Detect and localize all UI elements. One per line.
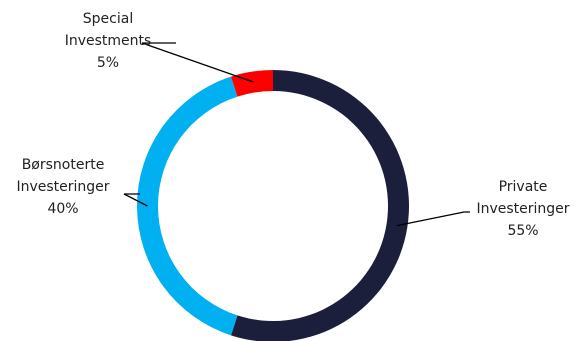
- label-borsnoterte-investeringer: Børsnoterte Investeringer 40%: [8, 154, 118, 220]
- slice-special: [230, 70, 273, 97]
- label-private-investeringer: Private Investeringer 55%: [468, 176, 578, 242]
- leader-line-listed: [123, 193, 148, 207]
- label-special-line-1: Special: [82, 11, 134, 27]
- label-special-percent: 5%: [96, 55, 120, 71]
- label-borsnoterte-percent: 40%: [47, 201, 79, 217]
- label-private-line-1: Private: [498, 179, 548, 195]
- label-borsnoterte-line-1: Børsnoterte: [21, 157, 105, 173]
- label-private-percent: 55%: [507, 223, 539, 239]
- label-borsnoterte-line-2: Investeringer: [16, 179, 110, 195]
- label-special-investments: Special Investments 5%: [56, 8, 160, 74]
- slice-private: [230, 70, 409, 341]
- slice-listed: [137, 76, 238, 336]
- label-private-line-2: Investeringer: [476, 201, 570, 217]
- label-special-line-2: Investments: [64, 33, 152, 49]
- leader-line-special: [141, 42, 254, 83]
- leader-line-private: [396, 211, 470, 227]
